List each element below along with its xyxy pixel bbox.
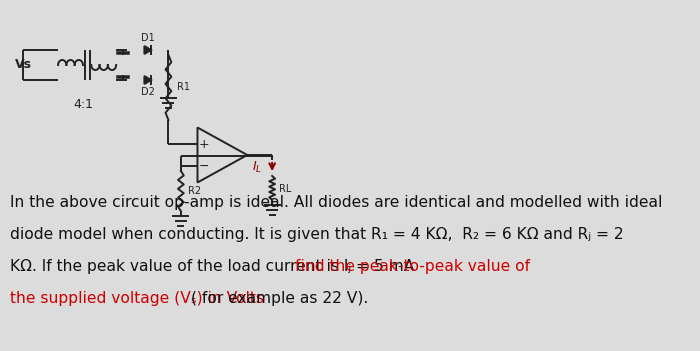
Text: RL: RL [279, 185, 291, 194]
Text: ( for example as 22 V).: ( for example as 22 V). [186, 291, 368, 306]
Polygon shape [144, 76, 151, 84]
Text: KΩ. If the peak value of the load current is Iⱼ = 5 mA: KΩ. If the peak value of the load curren… [10, 259, 419, 274]
Text: find the peak-to-peak value of: find the peak-to-peak value of [295, 259, 531, 274]
Text: D2: D2 [141, 87, 155, 97]
Text: R2: R2 [188, 186, 201, 196]
Text: In the above circuit op-amp is ideal. All diodes are identical and modelled with: In the above circuit op-amp is ideal. Al… [10, 195, 662, 210]
Text: R1: R1 [176, 82, 190, 93]
Text: Vs: Vs [15, 59, 32, 72]
Text: the supplied voltage (Vₛ) in Volts: the supplied voltage (Vₛ) in Volts [10, 291, 264, 306]
Text: 4:1: 4:1 [73, 99, 93, 112]
Text: $I_L$: $I_L$ [252, 159, 262, 174]
Text: +: + [199, 138, 209, 151]
Text: D1: D1 [141, 33, 155, 43]
Text: −: − [199, 159, 209, 172]
Text: diode model when conducting. It is given that R₁ = 4 KΩ,  R₂ = 6 KΩ and Rⱼ = 2: diode model when conducting. It is given… [10, 227, 624, 242]
Polygon shape [144, 46, 151, 54]
